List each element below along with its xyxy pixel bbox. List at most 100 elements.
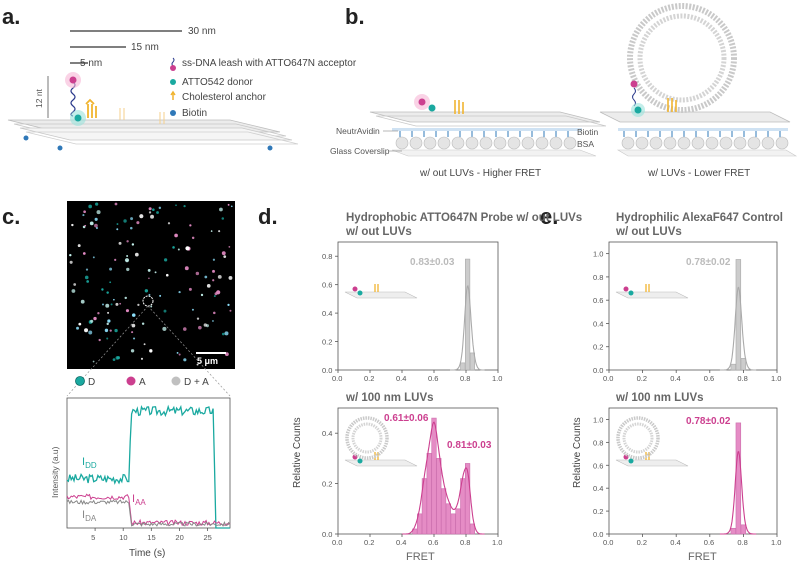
histogram-bar [740,524,747,535]
spot [162,326,167,331]
y-tick-label: 0.8 [593,273,603,282]
y-tick-label: 0.6 [322,281,332,290]
x-tick-label: 0.2 [364,374,374,383]
label-ida: IDA [82,509,97,523]
mini-bilayer [344,459,418,467]
scale-label-5nm: 5 nm [80,58,102,69]
trace-i-da [66,499,231,527]
histogram-bar [436,458,442,535]
spot [219,207,223,212]
fret-annotation: 0.78±0.02 [686,416,731,427]
spot [126,240,129,243]
histogram-bar [730,363,737,371]
spot [218,230,221,233]
label-idd: IDD [82,456,97,470]
spot [107,319,111,323]
acceptor-dye-icon [418,98,426,106]
panel-label-c: c. [2,204,20,229]
legend-cholesterol-icon [170,90,176,100]
d-ylabel: Relative Counts [292,417,303,488]
histogram-bar [426,453,432,535]
spot [104,328,109,333]
mini-acceptor-icon [352,454,358,460]
spot [175,204,177,207]
spot [183,205,186,208]
spot [109,281,112,284]
x-tick-label: 20 [175,533,183,542]
legend-leash-icon [171,57,175,67]
spot [183,327,187,331]
legend-biotin-label: Biotin [182,108,207,119]
x-tick-label: 0.8 [737,374,747,383]
spot [144,289,149,293]
panel-c: 5 μm D A D + A 5 10 15 20 25 Intensity (a.u)… [50,201,235,559]
x-tick-label: 0.8 [460,374,470,383]
x-tick-label: 1.0 [492,374,502,383]
spot [106,322,109,326]
legend-da-icon [171,376,181,386]
x-tick-label: 5 [91,533,95,542]
label-iaa: IAA [132,493,146,507]
spot [178,290,181,294]
mini-luv-inner-icon [351,422,383,454]
spot [118,241,122,245]
trace-ylabel: Intensity (a.u) [50,446,60,498]
fret-annotation: 0.81±0.03 [447,440,492,451]
legend-a-label: A [139,377,146,388]
spot [83,210,86,214]
x-tick-label: 0.6 [428,538,438,547]
subplot-title: w/ 100 nm LUVs [345,392,434,404]
mini-luv-inner-icon [622,422,654,454]
spot [88,204,92,209]
spot [85,268,89,271]
legend-d-label: D [88,377,95,388]
spot [93,316,97,321]
x-tick-label: 0.8 [460,538,470,547]
acceptor-dye-icon [630,80,638,88]
subplot-title: w/ 100 nm LUVs [615,392,704,404]
x-tick-label: 0.0 [603,538,613,547]
spot [221,217,225,220]
spot [163,309,167,313]
spot [130,226,133,230]
x-tick-label: 0.6 [428,374,438,383]
spot [123,219,127,223]
spot [148,207,152,211]
spot [148,293,151,296]
x-tick-label: 1.0 [771,374,781,383]
x-tick-label: 1.0 [771,538,781,547]
fit-curve [402,421,485,535]
donor-dye-icon [634,106,642,114]
spot [183,358,187,362]
y-tick-label: 0.4 [593,484,603,493]
spot [97,312,100,315]
spot [224,331,229,336]
legend-donor-label: ATTO542 donor [182,77,253,88]
fit-curve [450,284,485,371]
spot [148,211,152,214]
spot [76,326,79,330]
spot [109,329,112,332]
trace-plot-frame [66,397,231,529]
x-tick-label: 0.4 [670,374,680,383]
spot [136,221,140,225]
spot [230,205,233,208]
panel-a: 30 nm 15 nm 5 nm 12 nt [7,26,357,151]
plot-frame [608,407,778,535]
histogram-bar [735,259,742,371]
spot [77,244,81,248]
y-tick-label: 0.0 [593,366,603,375]
spot [221,251,226,256]
spot [185,246,190,251]
spot [106,337,109,340]
histogram-bar [441,488,447,535]
spot [164,258,168,262]
spot [80,299,85,304]
x-tick-label: 0.0 [332,538,342,547]
e-title-line2: w/ out LUVs [615,226,682,238]
setup-without-luvs [369,94,607,157]
legend-donor-icon [75,376,85,386]
spot [156,211,159,214]
histogram-bar [730,527,737,535]
chart-e-top: Hydrophilic AlexaF647 Control w/ out LUVs… [593,212,783,383]
